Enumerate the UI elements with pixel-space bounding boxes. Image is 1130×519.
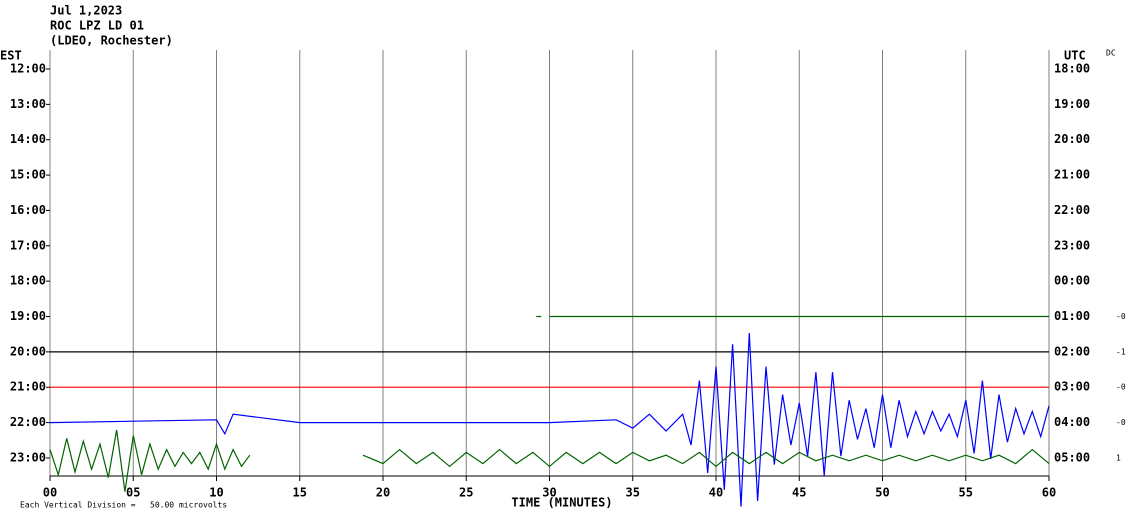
trace [49,332,1050,507]
row-label-left: 21:00 [10,380,46,394]
row-label-left: 18:00 [10,274,46,288]
left-zone: EST [0,49,22,63]
row-label-right: 18:00 [1054,62,1090,76]
row-label-left: 22:00 [10,415,46,429]
row-label-right: 19:00 [1054,97,1090,111]
row-label-left: 15:00 [10,168,46,182]
x-tick-label: 30 [542,486,556,500]
row-label-left: 14:00 [10,132,46,146]
row-label-right: 04:00 [1054,415,1090,429]
row-label-right: 03:00 [1054,380,1090,394]
row-label-right: 22:00 [1054,203,1090,217]
row-label-right: 20:00 [1054,132,1090,146]
x-tick-label: 50 [875,486,889,500]
trace [49,429,1050,492]
x-tick-label: 45 [792,486,806,500]
x-tick-label: 55 [959,486,973,500]
x-tick-label: 00 [43,486,57,500]
row-label-right: 01:00 [1054,309,1090,323]
row-label-left: 13:00 [10,97,46,111]
x-tick-label: 15 [293,486,307,500]
x-tick-label: 40 [709,486,723,500]
row-label-left: 17:00 [10,238,46,252]
x-tick-label: 05 [126,486,140,500]
row-label-right: 00:00 [1054,274,1090,288]
row-dc: 1 [1116,453,1121,462]
row-label-left: 20:00 [10,344,46,358]
dc-label: DC [1106,49,1116,58]
row-label-right: 02:00 [1054,344,1090,358]
row-label-left: 19:00 [10,309,46,323]
row-label-right: 05:00 [1054,450,1090,464]
x-axis-title: TIME (MINUTES) [511,496,612,510]
row-label-right: 23:00 [1054,238,1090,252]
header-line: Jul 1,2023 [50,4,122,18]
row-dc: -0 [1116,383,1126,392]
row-dc: -1 [1116,347,1126,356]
x-tick-label: 60 [1042,486,1056,500]
header-line: (LDEO, Rochester) [50,34,173,48]
row-dc: -0 [1116,312,1126,321]
scale-note: Each Vertical Division = 50.00 microvolt… [20,501,227,510]
right-zone: UTC [1064,49,1086,63]
x-tick-label: 35 [626,486,640,500]
row-label-right: 21:00 [1054,168,1090,182]
row-label-left: 23:00 [10,450,46,464]
row-label-left: 16:00 [10,203,46,217]
x-tick-label: 20 [376,486,390,500]
x-tick-label: 10 [209,486,223,500]
x-tick-label: 25 [459,486,473,500]
row-dc: -0 [1116,418,1126,427]
header-line: ROC LPZ LD 01 [50,19,144,33]
row-label-left: 12:00 [10,62,46,76]
